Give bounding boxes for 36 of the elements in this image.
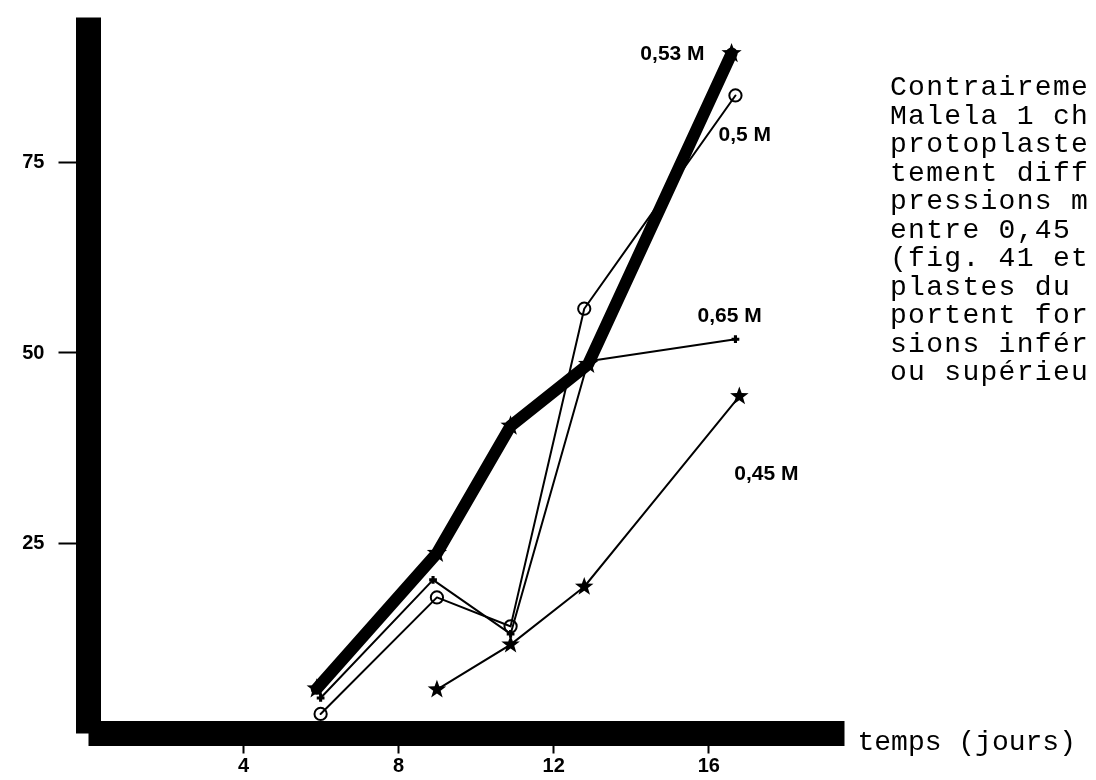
x-tick-label: 8 <box>393 753 405 776</box>
series-label: 0,53 M <box>640 40 705 64</box>
text: sions infér <box>890 328 1090 360</box>
point <box>506 630 515 638</box>
point <box>731 335 740 344</box>
point <box>429 576 437 584</box>
y-tick-label: 25 <box>22 531 45 554</box>
x-axis-title: temps (jours) <box>857 726 1076 758</box>
point <box>728 88 743 103</box>
point <box>577 301 592 316</box>
x-tick-label: 12 <box>542 753 565 776</box>
point <box>427 679 447 698</box>
point <box>313 706 328 722</box>
x-tick-label: 4 <box>238 753 251 776</box>
series-label: 0,45 M <box>734 461 799 485</box>
point <box>429 590 445 605</box>
point <box>574 577 594 595</box>
text: protoplaste <box>890 129 1090 160</box>
text: ou supérieu <box>890 357 1090 388</box>
text: entre 0,45 <box>890 214 1073 246</box>
series-label: 0,5 M <box>718 122 771 146</box>
text: (fig. 41 et <box>890 243 1090 274</box>
point <box>721 42 742 63</box>
y-tick-label: 75 <box>22 150 45 173</box>
text: pressions m <box>890 186 1090 217</box>
text: portent for <box>890 300 1090 331</box>
point <box>316 694 325 702</box>
text: tement diff <box>890 157 1090 189</box>
point <box>503 619 518 634</box>
series-label: 0,65 M <box>697 303 762 327</box>
x-tick-label: 16 <box>697 753 720 776</box>
point <box>730 386 749 405</box>
text: Contraireme <box>890 72 1090 103</box>
text: plastes du <box>890 271 1073 303</box>
text: Malela 1 ch <box>890 100 1090 132</box>
y-tick-label: 50 <box>22 340 45 363</box>
